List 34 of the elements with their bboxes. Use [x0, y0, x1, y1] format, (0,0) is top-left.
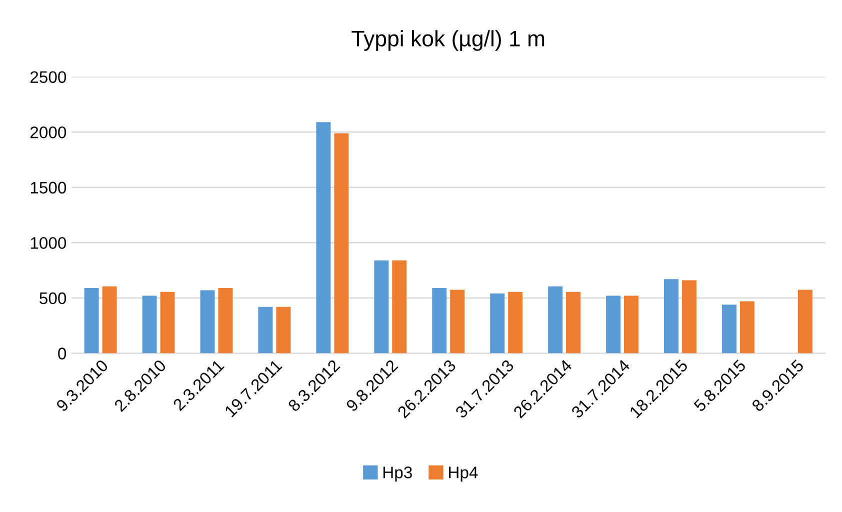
bar	[276, 306, 291, 354]
bar	[392, 260, 407, 354]
legend-label: Hp4	[449, 466, 478, 482]
y-tick-label: 1500	[30, 182, 66, 194]
bar	[490, 294, 505, 354]
bar	[740, 301, 754, 354]
bar	[566, 292, 581, 354]
bar	[374, 260, 389, 354]
bar	[334, 133, 349, 354]
bar	[664, 279, 678, 354]
bar	[84, 288, 99, 354]
bar	[624, 296, 638, 354]
bar	[316, 122, 331, 354]
bar	[160, 292, 175, 354]
bar	[722, 304, 736, 354]
y-tick-label: 500	[40, 292, 66, 304]
y-tick-label: 2000	[30, 126, 66, 138]
bar	[432, 288, 447, 354]
bar	[508, 292, 523, 354]
bar	[548, 286, 563, 354]
chart-title: Typpi kok (µg/l) 1 m	[352, 30, 544, 51]
bar	[200, 290, 215, 354]
y-tick-label: 2500	[30, 71, 66, 84]
bar	[606, 296, 621, 354]
bar	[798, 290, 812, 354]
y-tick-label: 0	[58, 348, 66, 360]
y-tick-label: 1000	[30, 237, 66, 249]
legend-label: Hp3	[383, 466, 412, 482]
bar	[142, 296, 157, 354]
bar	[682, 280, 696, 354]
bar	[218, 288, 233, 354]
bar	[102, 286, 117, 354]
bar	[450, 290, 465, 354]
bar	[258, 306, 273, 354]
